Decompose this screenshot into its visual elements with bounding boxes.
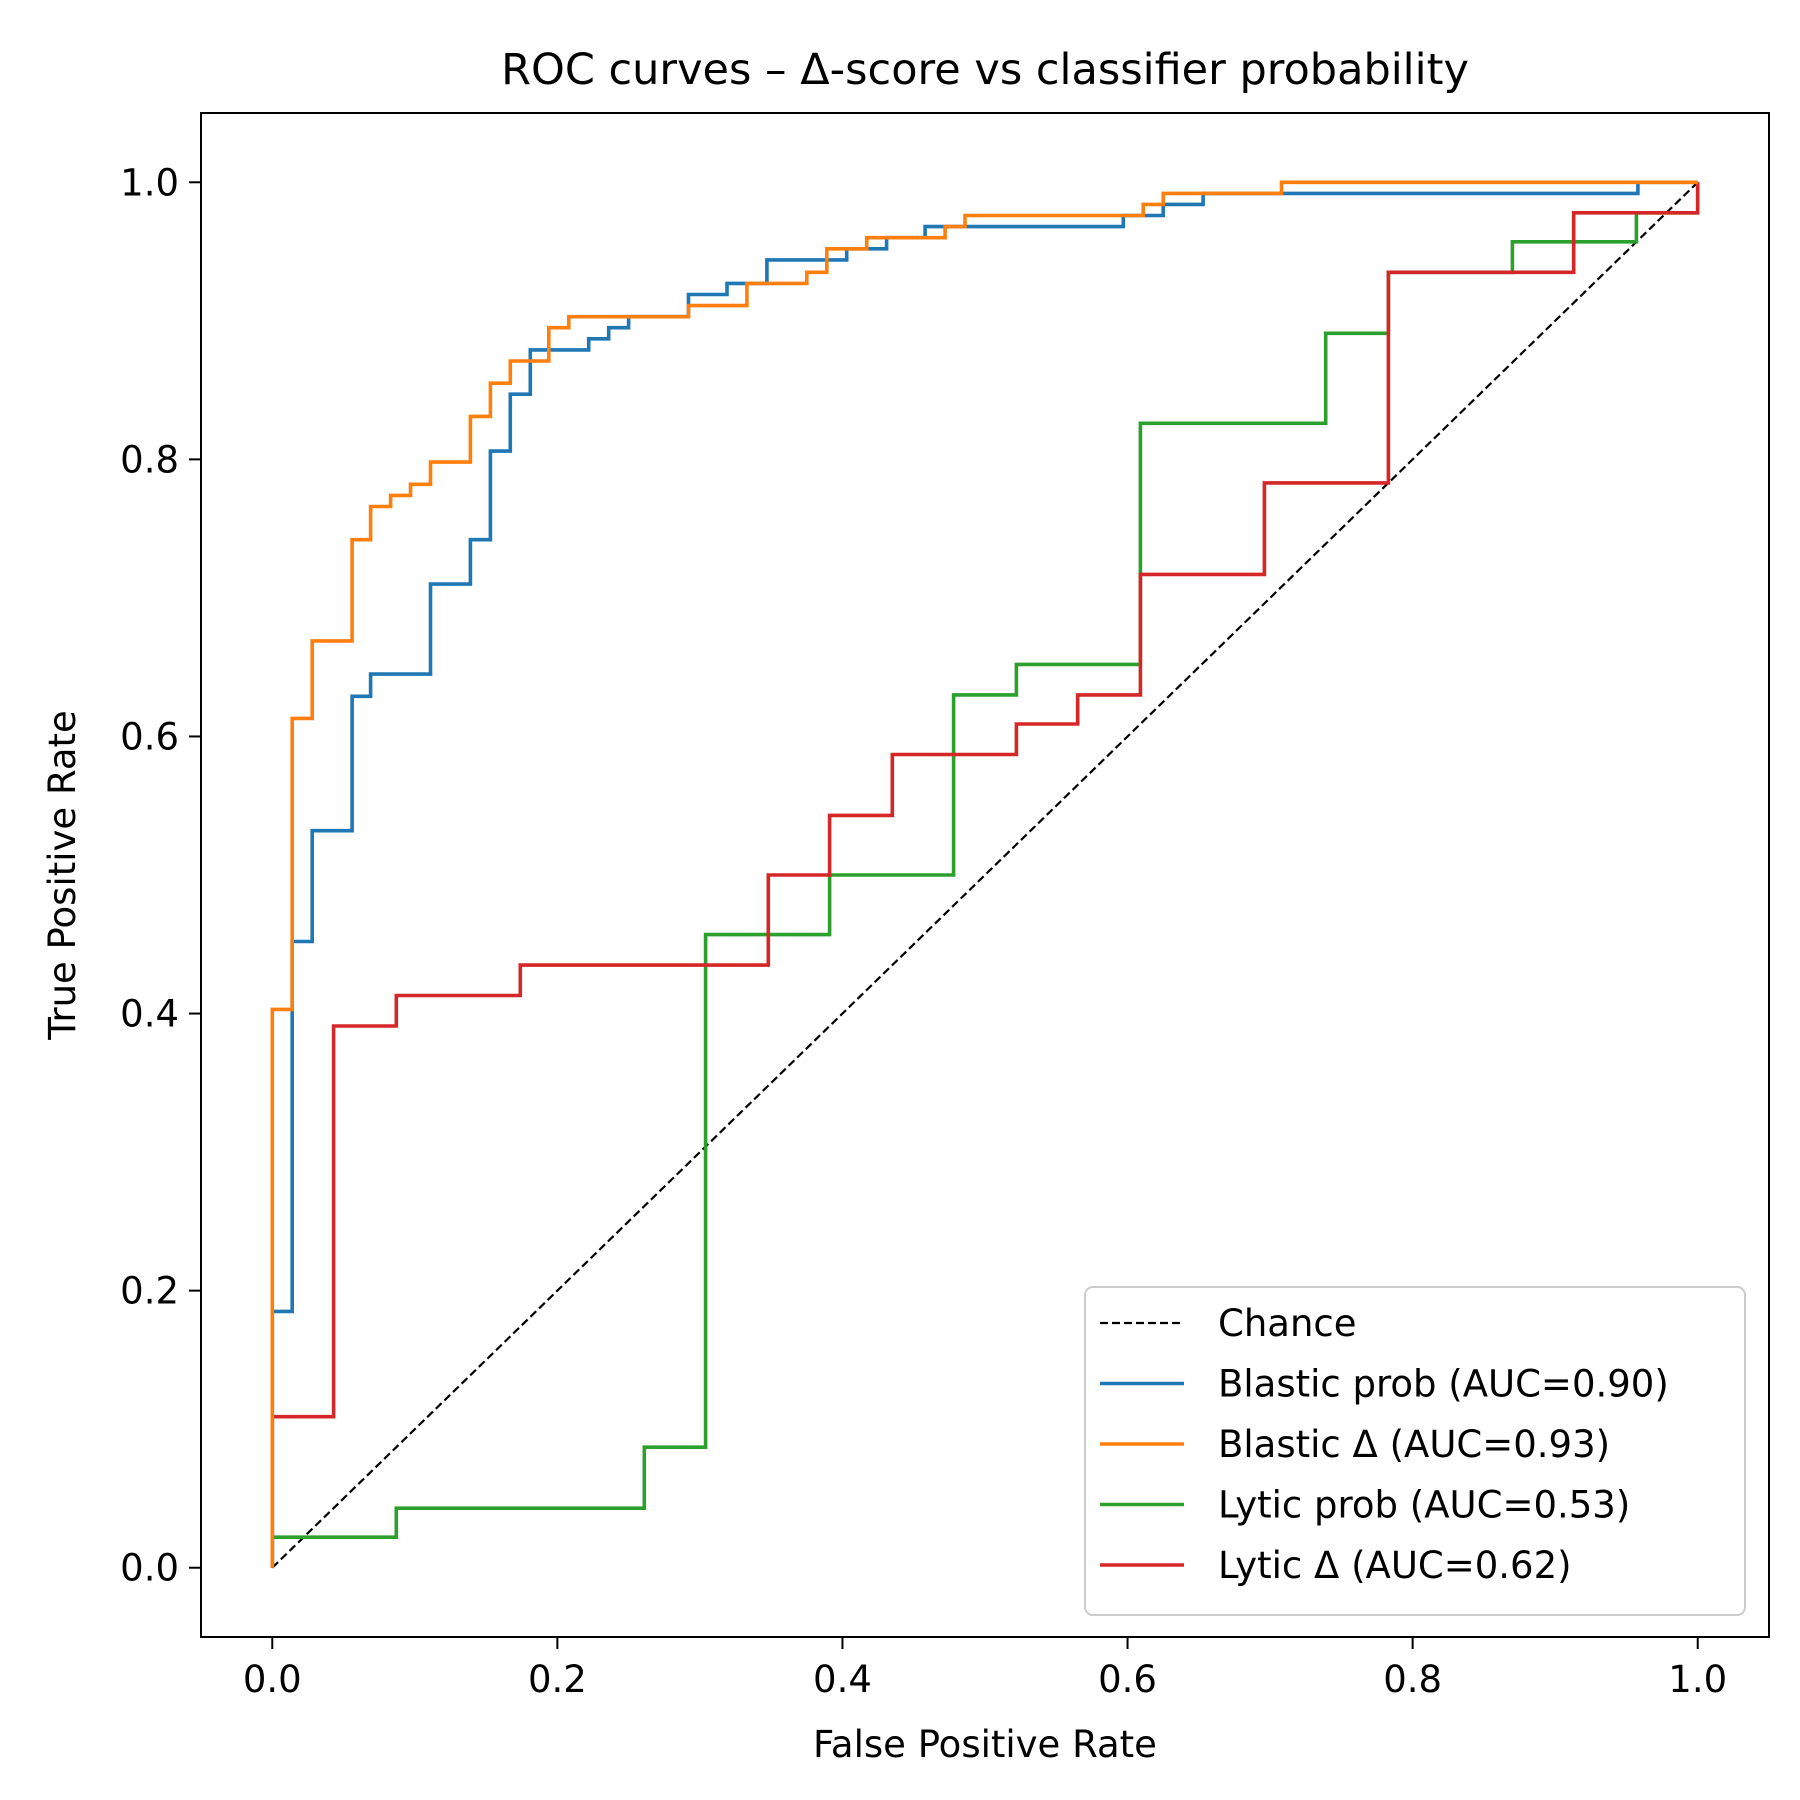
- x-tick-label: 0.6: [1098, 1658, 1157, 1701]
- legend-label: Blastic prob (AUC=0.90): [1218, 1363, 1669, 1406]
- x-tick-label: 1.0: [1668, 1658, 1727, 1701]
- series-line-lytic: [270, 182, 1700, 1568]
- series-line-chance: [271, 181, 1699, 1569]
- y-axis: 0.0 0.2 0.4 0.6 0.8 1.0: [120, 161, 201, 1590]
- legend-label: Lytic prob (AUC=0.53): [1218, 1484, 1630, 1527]
- chart-title: ROC curves – Δ-score vs classifier proba…: [501, 45, 1469, 95]
- x-axis: 0.0 0.2 0.4 0.6 0.8 1.0: [243, 1637, 1727, 1701]
- legend-box: [1084, 1286, 1746, 1616]
- y-tick-label: 1.0: [120, 161, 179, 204]
- x-tick-label: 0.2: [528, 1658, 587, 1701]
- plot-frame: [200, 112, 1770, 1638]
- legend-label: Lytic Δ (AUC=0.62): [1218, 1544, 1572, 1587]
- x-axis-label: False Positive Rate: [813, 1723, 1157, 1766]
- y-tick-label: 0.4: [120, 993, 179, 1036]
- y-tick-label: 0.2: [120, 1270, 179, 1313]
- y-tick-label: 0.8: [120, 438, 179, 481]
- series-layer: [270, 180, 1700, 1569]
- legend-label: Chance: [1218, 1302, 1357, 1345]
- y-tick-label: 0.6: [120, 715, 179, 758]
- series-line-lytic-prob: [270, 182, 1700, 1568]
- series-line-blastic: [270, 180, 1698, 1568]
- x-tick-label: 0.0: [243, 1658, 302, 1701]
- y-axis-label: True Positive Rate: [41, 710, 84, 1041]
- legend-label: Blastic Δ (AUC=0.93): [1218, 1423, 1610, 1466]
- y-tick-label: 0.0: [120, 1547, 179, 1590]
- legend: Chance Blastic prob (AUC=0.90) Blastic Δ (…: [1084, 1286, 1746, 1616]
- x-tick-label: 0.4: [813, 1658, 872, 1701]
- x-tick-label: 0.8: [1383, 1658, 1442, 1701]
